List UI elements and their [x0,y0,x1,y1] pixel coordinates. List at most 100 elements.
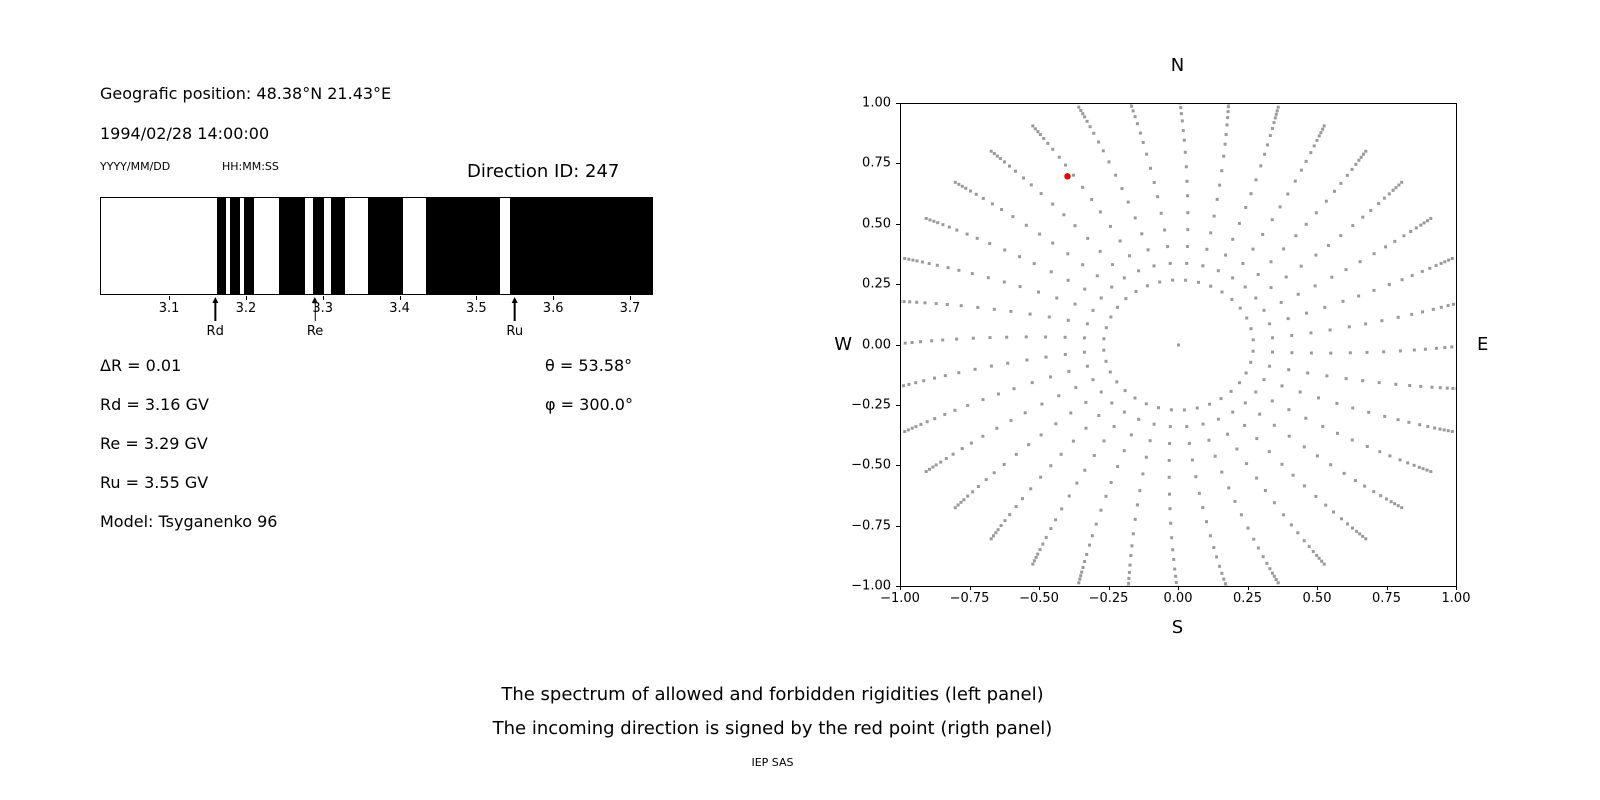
direction-dot [1434,264,1438,268]
direction-dot [1038,232,1042,236]
direction-dot [1259,164,1263,168]
direction-dot [1397,183,1401,187]
axis-tick-label: 0.75 [1372,591,1401,606]
direction-dot [1291,473,1295,477]
direction-dot [1271,336,1274,340]
direction-dot [1083,336,1086,340]
direction-dot [1307,545,1311,549]
direction-dot [1066,252,1070,256]
direction-dot [1380,319,1384,323]
direction-dot [1251,247,1255,251]
direction-dot [928,467,931,471]
direction-dot [1209,231,1213,235]
direction-dot [932,219,936,223]
direction-dot [1361,379,1365,383]
direction-dot [1049,527,1053,531]
direction-dot [1059,452,1063,456]
direction-dot [1340,517,1343,521]
direction-dot [1266,143,1269,147]
direction-dot [1039,192,1043,196]
direction-dot [946,266,950,270]
direction-dot [1215,555,1219,559]
direction-dot [1272,574,1276,578]
direction-dot [1224,253,1228,257]
direction-dot [1054,422,1058,426]
direction-dot [1090,534,1094,538]
axis-tick [896,404,900,406]
direction-dot [1088,543,1091,547]
direction-dot [1039,475,1043,479]
axis-tick [1108,586,1110,590]
direction-dot [1314,494,1318,498]
direction-dot [1000,208,1004,211]
direction-dot [1389,500,1393,504]
direction-dot [1394,186,1398,190]
direction-dot [1330,275,1334,279]
direction-dot [941,338,945,342]
direction-dot [1219,397,1223,401]
direction-dot [1268,364,1272,368]
direction-dot [965,232,969,236]
direction-dot [1077,105,1081,109]
direction-dot [1315,138,1319,142]
direction-dot [960,447,964,451]
direction-dot [1443,260,1447,264]
direction-dot [1018,285,1022,289]
direction-dot [1339,234,1343,238]
direction-dot [957,268,961,272]
direction-dot [1185,425,1189,429]
direction-dot [1067,369,1071,373]
direction-dot [1450,257,1454,260]
direction-dot [1149,166,1152,170]
direction-dot [1171,548,1175,552]
direction-dot [1145,284,1149,288]
direction-dot [1073,224,1077,228]
direction-dot [1396,504,1400,508]
axis-tick-label: −0.75 [949,591,990,606]
direction-dot [1044,335,1048,339]
direction-dot [1351,406,1355,410]
direction-dot [1134,289,1138,293]
direction-dot [1088,125,1092,129]
direction-dot [1445,386,1449,390]
direction-dot [1051,241,1055,245]
direction-dot [1031,562,1035,566]
direction-dot [1372,288,1376,292]
direction-dot [1302,539,1306,543]
direction-dot [1047,315,1051,319]
direction-dot [1097,140,1101,144]
direction-dot [1423,347,1427,351]
direction-dot [1185,245,1189,248]
direction-dot [1145,152,1149,156]
direction-dot [1216,269,1220,273]
direction-dot [1067,494,1071,498]
direction-dot [1152,264,1156,268]
direction-dot [915,300,919,304]
direction-dot [1213,454,1217,458]
direction-dot [919,340,922,344]
direction-dot [1278,205,1282,209]
forbidden-band [278,198,306,294]
cutoff-marker-label: Rd [206,324,224,339]
direction-dot [1170,536,1174,540]
direction-dot [1168,492,1171,496]
direction-dot [1243,423,1247,427]
direction-dot [1014,452,1018,456]
incoming-direction-point [1064,173,1071,180]
direction-dot [1287,408,1291,412]
direction-dot [1174,580,1178,584]
direction-dot [1102,337,1106,341]
direction-dot [1168,261,1172,265]
direction-dot [1129,433,1133,437]
direction-dot [1227,486,1231,490]
direction-dot [1049,270,1053,274]
axis-tick-label: −0.25 [851,397,891,413]
direction-dot [1222,577,1226,581]
info-left-column: ΔR = 0.01 Rd = 3.16 GV Re = 3.29 GV Ru =… [100,356,277,551]
forbidden-band [312,198,324,294]
direction-dot [1293,179,1297,183]
direction-dot [1315,553,1319,557]
direction-plot [900,103,1457,587]
axis-tick [1039,586,1040,590]
direction-dot [1130,544,1134,548]
